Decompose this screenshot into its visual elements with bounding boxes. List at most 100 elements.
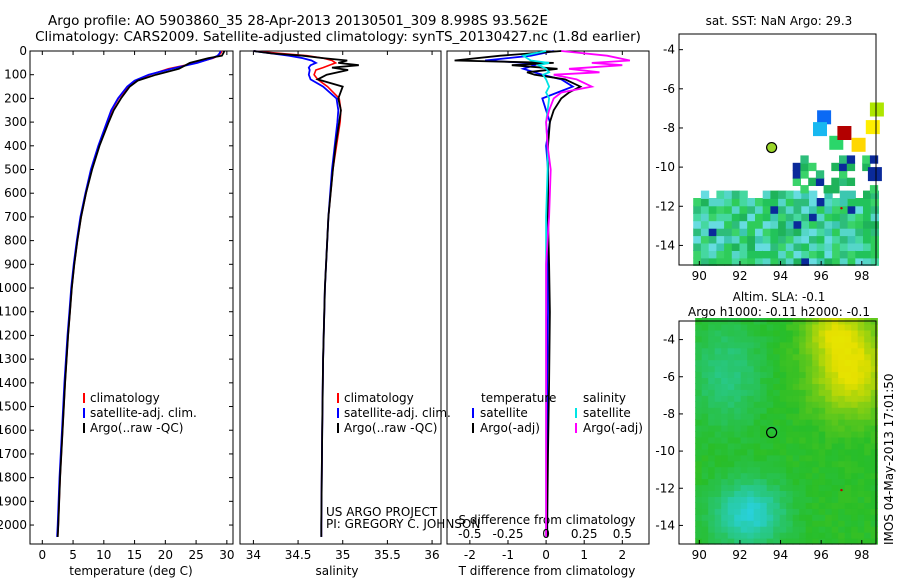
sla-cell bbox=[721, 371, 729, 378]
sla-cell bbox=[857, 484, 865, 491]
sla-cell bbox=[864, 431, 872, 438]
sla-cell bbox=[766, 389, 774, 396]
sst-cell bbox=[839, 170, 848, 179]
x-tick-label: 92 bbox=[732, 548, 747, 562]
sla-cell bbox=[747, 520, 755, 527]
sla-cell bbox=[857, 490, 865, 497]
sst-cell bbox=[785, 212, 795, 222]
sla-cell bbox=[792, 538, 800, 545]
sla-cell bbox=[786, 359, 794, 367]
sla-cell bbox=[786, 520, 794, 527]
sst-cell bbox=[863, 257, 872, 266]
sla-cell bbox=[818, 448, 826, 456]
x-tick-label: 94 bbox=[773, 548, 788, 562]
sla-cell bbox=[825, 329, 833, 337]
sst-cell bbox=[847, 198, 856, 207]
sla-cell bbox=[792, 389, 800, 396]
sla-cell bbox=[825, 371, 833, 378]
sla-cell bbox=[760, 371, 768, 378]
sla-cell bbox=[870, 329, 878, 337]
sla-cell bbox=[740, 460, 748, 468]
sla-cell bbox=[760, 532, 768, 539]
sla-cell bbox=[740, 389, 748, 396]
sla-cell bbox=[799, 353, 807, 361]
sla-cell bbox=[805, 335, 813, 343]
sst-cell bbox=[862, 155, 871, 164]
temperature-panel: temperature (deg C) 0 5 10 15 20 25 3001002003… bbox=[0, 44, 234, 578]
sst-cell bbox=[863, 227, 872, 237]
sla-cell bbox=[799, 472, 807, 480]
sla-cell bbox=[773, 478, 781, 486]
sst-cell bbox=[870, 227, 879, 237]
sla-cell bbox=[844, 460, 852, 468]
sla-cell bbox=[792, 347, 800, 355]
sla-cell bbox=[714, 431, 722, 438]
sla-cell bbox=[708, 383, 716, 390]
sla-cell bbox=[870, 371, 878, 378]
sla-cell bbox=[779, 365, 787, 373]
sla-cell bbox=[818, 454, 826, 462]
sla-cell bbox=[721, 401, 729, 408]
sla-cell bbox=[786, 478, 794, 486]
sla-cell bbox=[740, 407, 748, 414]
sla-cell bbox=[727, 401, 735, 408]
sla-cell bbox=[708, 538, 716, 545]
x-tick-label: 96 bbox=[814, 548, 829, 562]
sst-cell bbox=[785, 235, 795, 244]
sla-cell bbox=[825, 502, 833, 509]
sst-cell bbox=[801, 242, 810, 251]
sla-cell bbox=[747, 472, 755, 480]
sla-cell bbox=[805, 383, 813, 390]
sla-cell bbox=[851, 329, 859, 337]
sla-cell bbox=[792, 377, 800, 384]
figure-title-line1: Argo profile: AO 5903860_35 28-Apr-2013 … bbox=[48, 13, 548, 29]
sla-cell bbox=[708, 371, 716, 378]
sla-cell bbox=[727, 347, 735, 355]
s-tick-label: -0.5 bbox=[458, 527, 481, 541]
sla-cell bbox=[792, 502, 800, 509]
sla-cell bbox=[805, 401, 813, 408]
sla-cell bbox=[805, 353, 813, 361]
sla-cell bbox=[844, 365, 852, 373]
sla-cell bbox=[727, 466, 735, 474]
sst-cell bbox=[801, 250, 810, 259]
sla-cell bbox=[727, 460, 735, 468]
x-tick-label: 10 bbox=[96, 548, 111, 562]
sla-cell bbox=[857, 413, 865, 420]
sst-cell bbox=[816, 235, 825, 244]
sst-cell bbox=[739, 250, 748, 259]
sla-cell bbox=[870, 341, 878, 349]
sla-cell bbox=[870, 413, 878, 420]
x-tick-label: 15 bbox=[127, 548, 142, 562]
sla-cell bbox=[831, 520, 839, 527]
sst-cell bbox=[809, 242, 818, 251]
sla-cell bbox=[844, 526, 852, 533]
sla-cell bbox=[714, 353, 722, 361]
sst-cell bbox=[762, 212, 771, 222]
sla-cell bbox=[766, 395, 774, 402]
sla-cell bbox=[747, 419, 755, 426]
sla-cell bbox=[766, 329, 774, 337]
legend-label: Argo(-adj) bbox=[480, 421, 540, 435]
sla-cell bbox=[695, 460, 703, 468]
sla-cell bbox=[786, 365, 794, 373]
sla-cell bbox=[701, 472, 709, 480]
sla-cell bbox=[714, 478, 722, 486]
sla-cell bbox=[831, 514, 839, 521]
sla-cell bbox=[825, 508, 833, 515]
sla-cell bbox=[805, 460, 813, 468]
sla-cell bbox=[695, 532, 703, 539]
sla-cell bbox=[721, 520, 729, 527]
sla-cell bbox=[857, 454, 865, 462]
sla-cell bbox=[747, 329, 755, 337]
sla-cell bbox=[766, 377, 774, 384]
sla-cell bbox=[740, 490, 748, 497]
sla-cell bbox=[786, 472, 794, 480]
sla-cell bbox=[812, 466, 820, 474]
sla-cell bbox=[799, 407, 807, 414]
sst-cell bbox=[863, 235, 872, 244]
sst-cell bbox=[816, 198, 825, 207]
sla-cell bbox=[734, 437, 742, 444]
sla-cell bbox=[766, 407, 774, 414]
y-tick-label: -12 bbox=[655, 199, 675, 213]
